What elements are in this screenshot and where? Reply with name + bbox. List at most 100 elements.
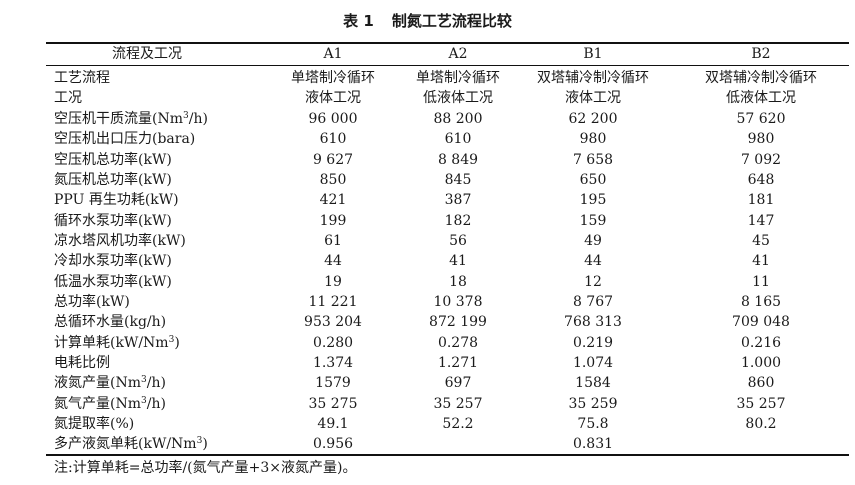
cell-a2: 18: [449, 274, 467, 290]
condition-a2: 低液体工况: [423, 90, 493, 106]
process-b2: 双塔辅冷制冷循环: [705, 70, 817, 86]
row-label: 氮气产量(Nm3/h): [54, 396, 166, 412]
cell-a1: 49.1: [317, 416, 349, 432]
cell-b2: 1.000: [740, 355, 782, 371]
process-label: 工艺流程: [54, 70, 110, 86]
cell-b1: 195: [579, 192, 607, 208]
cell-a2: 10 378: [433, 294, 483, 310]
cell-a2: [383, 434, 533, 454]
cell-a1: 61: [324, 233, 342, 249]
row-label: 计算单耗(kW/Nm3): [54, 335, 180, 351]
cell-b1: 35 259: [568, 396, 618, 412]
cell-b2: 709 048: [732, 314, 790, 330]
cell-b2: 57 620: [736, 111, 786, 127]
cell-a2: 610: [444, 131, 472, 147]
cell-b2: 8 165: [740, 294, 782, 310]
cell-b2: 860: [747, 375, 775, 391]
table-bottom-rule: [46, 454, 849, 456]
cell-b1: 12: [584, 274, 602, 290]
cell-a2: 697: [444, 375, 472, 391]
cell-a1: 1579: [315, 375, 351, 391]
row-label: PPU 再生功耗(kW): [54, 192, 179, 208]
cell-a2: 52.2: [442, 416, 474, 432]
row-label: 氮压机总功率(kW): [54, 172, 172, 188]
cell-b1: 7 658: [572, 152, 614, 168]
cell-b1: 49: [584, 233, 602, 249]
cell-b1: 980: [579, 131, 607, 147]
table-caption: 表 1 制氮工艺流程比较: [0, 10, 855, 31]
cell-a1: 199: [319, 213, 347, 229]
row-label: 凉水塔风机功率(kW): [54, 233, 186, 249]
header-col-a2: A2: [448, 46, 468, 62]
cell-a2: 182: [444, 213, 472, 229]
cell-b1: 62 200: [568, 111, 618, 127]
cell-b2: 147: [747, 213, 775, 229]
header-col-b1: B1: [583, 46, 603, 62]
row-label: 电耗比例: [54, 355, 110, 371]
cell-b1: 159: [579, 213, 607, 229]
cell-b1: 75.8: [577, 416, 609, 432]
cell-a2: 35 257: [433, 396, 483, 412]
condition-b2: 低液体工况: [726, 90, 796, 106]
cell-a1: 421: [319, 192, 347, 208]
cell-a2: 845: [444, 172, 472, 188]
cell-a2: 56: [449, 233, 467, 249]
cell-b2: 45: [752, 233, 770, 249]
row-label: 多产液氮单耗(kW/Nm3): [54, 436, 208, 452]
cell-a1: 19: [324, 274, 342, 290]
cell-a1: 11 221: [308, 294, 358, 310]
cell-a1: 35 275: [308, 396, 358, 412]
cell-b2: 11: [752, 274, 770, 290]
cell-a1: 0.956: [312, 436, 354, 452]
condition-b1: 液体工况: [565, 90, 621, 106]
cell-b1: 768 313: [564, 314, 622, 330]
row-label: 液氮产量(Nm3/h): [54, 375, 166, 391]
cell-b2: 41: [752, 253, 770, 269]
cell-a1: 610: [319, 131, 347, 147]
cell-a1: 850: [319, 172, 347, 188]
row-label: 总循环水量(kg/h): [54, 314, 167, 330]
process-a1: 单塔制冷循环: [291, 70, 375, 86]
row-label: 空压机出口压力(bara): [54, 131, 196, 147]
cell-a2: 0.278: [437, 335, 479, 351]
table-top-rule: [46, 42, 849, 44]
cell-b2: 0.216: [740, 335, 782, 351]
header-col-a1: A1: [323, 46, 343, 62]
table-header-rule: [46, 65, 849, 66]
cell-b2: 35 257: [736, 396, 786, 412]
cell-b1: 650: [579, 172, 607, 188]
header-col-b2: B2: [751, 46, 771, 62]
cell-a2: 88 200: [433, 111, 483, 127]
process-b1: 双塔辅冷制冷循环: [537, 70, 649, 86]
cell-b2: 80.2: [745, 416, 777, 432]
row-label: 总功率(kW): [54, 294, 130, 310]
cell-a1: 0.280: [312, 335, 354, 351]
cell-a2: 387: [444, 192, 472, 208]
cell-b1: 1584: [575, 375, 611, 391]
cell-a2: 872 199: [429, 314, 487, 330]
cell-a2: 41: [449, 253, 467, 269]
table-number: 表 1: [343, 12, 374, 30]
table-note: 注:计算单耗=总功率/(氮气产量+3×液氮产量)。: [54, 460, 357, 476]
cell-b2: 181: [747, 192, 775, 208]
cell-a2: 1.271: [437, 355, 479, 371]
table-title: 制氮工艺流程比较: [391, 12, 512, 30]
cell-b2: 980: [747, 131, 775, 147]
row-label: 低温水泵功率(kW): [54, 274, 172, 290]
cell-b1: 0.219: [572, 335, 614, 351]
cell-b2: [686, 434, 836, 454]
condition-a1: 液体工况: [305, 90, 361, 106]
cell-b1: 1.074: [572, 355, 614, 371]
header-label: 流程及工况: [112, 46, 182, 62]
cell-b1: 8 767: [572, 294, 614, 310]
row-label: 冷却水泵功率(kW): [54, 253, 172, 269]
row-label: 空压机总功率(kW): [54, 152, 172, 168]
row-label: 空压机干质流量(Nm3/h): [54, 111, 208, 127]
cell-b2: 648: [747, 172, 775, 188]
cell-a1: 953 204: [304, 314, 362, 330]
cell-a1: 96 000: [308, 111, 358, 127]
cell-a1: 44: [324, 253, 342, 269]
cell-a1: 9 627: [312, 152, 354, 168]
condition-label: 工况: [54, 90, 82, 106]
cell-a1: 1.374: [312, 355, 354, 371]
